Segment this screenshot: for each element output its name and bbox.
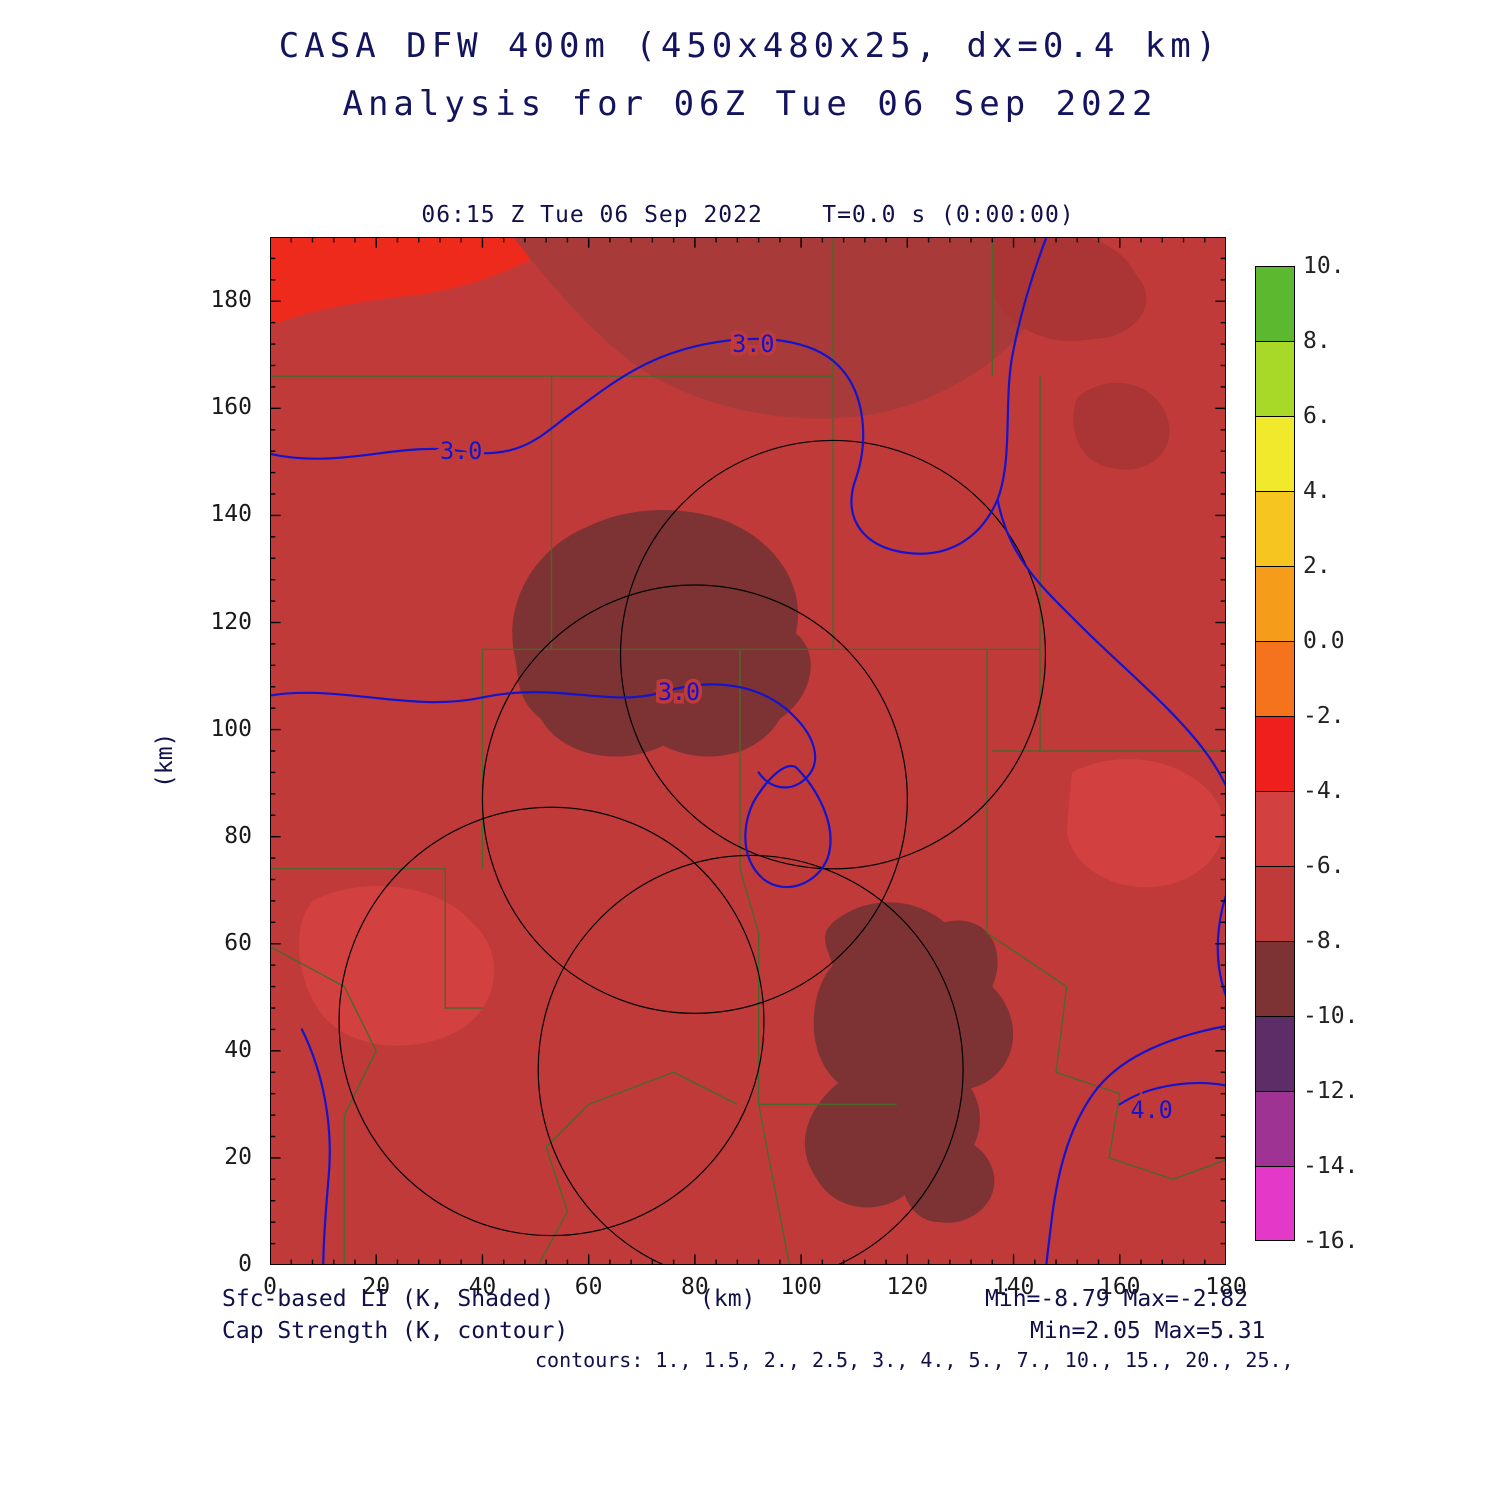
colorbar-tick-label: 8. — [1303, 328, 1331, 354]
colorbar-segment — [1255, 491, 1295, 566]
y-tick-label: 40 — [224, 1036, 252, 1063]
cap-strength-contour — [270, 684, 815, 787]
y-tick-label: 100 — [210, 715, 252, 742]
county-line — [270, 944, 376, 1265]
li-dark-se-2 — [901, 1136, 995, 1223]
colorbar-segment — [1255, 566, 1295, 641]
colorbar-segment — [1255, 791, 1295, 866]
li-dark-se — [804, 902, 1014, 1208]
y-tick-label: 20 — [224, 1143, 252, 1170]
li-dark-central — [512, 510, 811, 757]
radar-range-ring — [621, 440, 1046, 868]
x-tick-label: 60 — [574, 1274, 603, 1300]
contour-levels-list: contours: 1., 1.5, 2., 2.5, 3., 4., 5., … — [535, 1348, 1294, 1372]
y-tick-label: 180 — [210, 287, 252, 314]
colorbar-tick-label: -6. — [1303, 853, 1345, 879]
analysis-map: 3.0 3.0 3.0 4.0 — [270, 237, 1226, 1265]
x-tick-label: 100 — [780, 1274, 822, 1300]
colorbar — [1255, 266, 1295, 1241]
colorbar-tick-label: -14. — [1303, 1153, 1359, 1179]
cap-strength-contour — [745, 766, 830, 887]
x-tick-label: 120 — [886, 1274, 929, 1300]
x-tick-label: 140 — [992, 1274, 1035, 1300]
cap-strength-contour — [998, 499, 1226, 815]
x-tick-label: 40 — [468, 1274, 497, 1300]
x-tick-label: 180 — [1205, 1274, 1247, 1300]
li-shadow-top — [513, 237, 1066, 419]
colorbar-segment — [1255, 866, 1295, 941]
contour-label: 3.0 — [440, 437, 482, 465]
y-tick-label: 0 — [238, 1251, 252, 1277]
li-bright-nw — [270, 237, 571, 326]
y-tick-label: 140 — [210, 501, 252, 528]
colorbar-tick-label: 4. — [1303, 478, 1331, 504]
radar-range-ring — [339, 807, 764, 1235]
page-title: CASA DFW 400m (450x480x25, dx=0.4 km) — [278, 26, 1222, 66]
x-tick-label: 160 — [1098, 1274, 1141, 1300]
cap-strength-contour — [1045, 1024, 1226, 1265]
y-tick-label: 120 — [210, 608, 252, 635]
colorbar-tick-label: -8. — [1303, 928, 1345, 954]
colorbar-tick-label: -12. — [1303, 1078, 1359, 1104]
colorbar-tick-label: -2. — [1303, 703, 1345, 729]
contour-label: 3.0 — [658, 678, 700, 706]
county-line — [987, 649, 1226, 1179]
colorbar-tick-label: -10. — [1303, 1003, 1359, 1029]
colorbar-segment — [1255, 941, 1295, 1016]
colorbar-tick-label: 0.0 — [1303, 628, 1345, 654]
x-tick-label: 20 — [362, 1274, 391, 1300]
page-subtitle: Analysis for 06Z Tue 06 Sep 2022 — [342, 84, 1158, 124]
colorbar-segment — [1255, 716, 1295, 791]
shaded-field-label: Sfc-based LI (K, Shaded) — [222, 1286, 555, 1312]
y-tick-label: 160 — [210, 394, 252, 421]
colorbar-tick-label: 10. — [1303, 253, 1345, 279]
colorbar-tick-label: 2. — [1303, 553, 1331, 579]
x-tick-label: 0 — [263, 1274, 277, 1300]
colorbar-segment — [1255, 1091, 1295, 1166]
colorbar-segment — [1255, 341, 1295, 416]
colorbar-tick-label: -16. — [1303, 1228, 1359, 1254]
colorbar-segment — [1255, 1016, 1295, 1091]
li-medium-ne-1 — [992, 237, 1147, 342]
colorbar-segment — [1255, 416, 1295, 491]
colorbar-tick-label: 6. — [1303, 403, 1331, 429]
plot-timestamp: 06:15 Z Tue 06 Sep 2022 T=0.0 s (0:00:00… — [421, 202, 1075, 228]
radar-range-ring — [482, 585, 907, 1013]
li-light-e — [1066, 759, 1224, 888]
county-line — [589, 1072, 738, 1104]
li-medium-ne-2 — [1073, 382, 1170, 470]
x-axis-label: (km) — [700, 1286, 756, 1312]
colorbar-segment — [1255, 1166, 1295, 1241]
radar-range-ring — [538, 855, 963, 1265]
colorbar-segment — [1255, 641, 1295, 716]
contour-label: 3.0 — [732, 330, 774, 358]
colorbar-segment — [1255, 266, 1295, 341]
county-line — [740, 649, 790, 1265]
contour-label: 4.0 — [1131, 1096, 1173, 1124]
contour-field-label: Cap Strength (K, contour) — [222, 1318, 569, 1344]
cap-strength-contour — [270, 237, 1051, 554]
shaded-minmax: Min=-8.79 Max=-2.82 — [985, 1286, 1249, 1312]
cap-strength-contour — [302, 1029, 330, 1265]
y-axis-label: (km) — [152, 732, 178, 788]
county-line — [270, 869, 482, 1008]
contour-minmax: Min=2.05 Max=5.31 — [1030, 1318, 1266, 1344]
county-line — [536, 1104, 589, 1265]
x-tick-label: 80 — [681, 1274, 709, 1300]
y-tick-label: 60 — [224, 929, 252, 956]
colorbar-tick-label: -4. — [1303, 778, 1345, 804]
y-tick-label: 80 — [224, 822, 252, 849]
